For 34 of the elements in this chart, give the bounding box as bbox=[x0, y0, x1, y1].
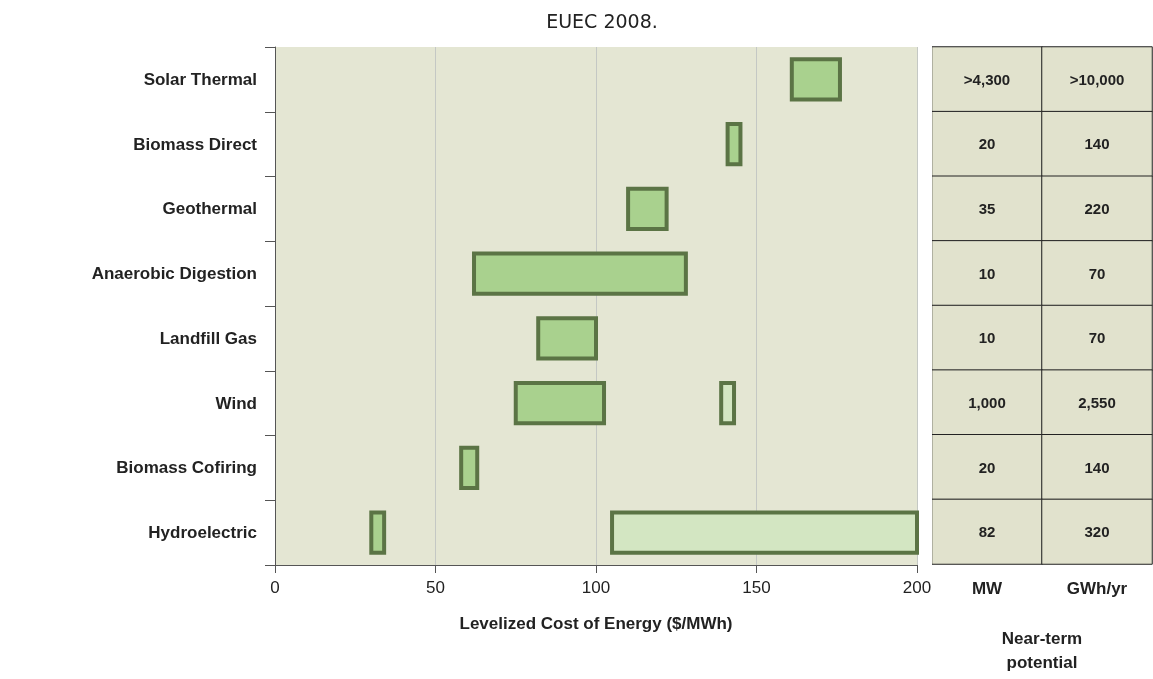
x-axis-title: Levelized Cost of Energy ($/MWh) bbox=[459, 614, 733, 633]
text: 1,000 bbox=[968, 393, 1006, 411]
text: 2,550 bbox=[1078, 393, 1116, 411]
x-tick-label: 0 bbox=[270, 578, 280, 597]
text: 20 bbox=[978, 135, 996, 153]
y-tick-label: Solar Thermal bbox=[143, 69, 257, 89]
text: 20 bbox=[978, 458, 996, 476]
text: 140 bbox=[1084, 458, 1110, 476]
y-tick-label: Wind bbox=[215, 393, 257, 413]
text: 70 bbox=[1088, 264, 1106, 282]
y-tick-label: Biomass Cofiring bbox=[116, 458, 257, 478]
y-tick-label: Biomass Direct bbox=[133, 134, 258, 154]
text: 35 bbox=[978, 200, 996, 218]
category-label: MW bbox=[971, 579, 1004, 598]
x-tick-label: 150 bbox=[742, 578, 771, 597]
y-tick-label: Anaerobic Digestion bbox=[91, 264, 257, 284]
text: 140 bbox=[1084, 135, 1110, 153]
x-tick-label: 100 bbox=[581, 578, 611, 597]
x-tick-label: 50 bbox=[426, 578, 445, 597]
chart-title: EUEC 2008. bbox=[546, 9, 658, 32]
text: 10 bbox=[978, 329, 996, 347]
text: 10 bbox=[978, 264, 996, 282]
y-tick-label: Geothermal bbox=[162, 199, 257, 219]
text: 320 bbox=[1084, 523, 1110, 541]
text: 82 bbox=[978, 523, 996, 541]
text: 70 bbox=[1088, 329, 1106, 347]
text: >4,300 bbox=[963, 70, 1011, 88]
category-label: GWh/yr bbox=[1066, 579, 1128, 598]
text: >10,000 bbox=[1069, 70, 1125, 88]
y-tick-label: Hydroelectric bbox=[148, 523, 257, 543]
text: Near-term potential bbox=[1001, 628, 1083, 672]
y-tick-label: Landfill Gas bbox=[159, 328, 257, 348]
text: 220 bbox=[1084, 200, 1110, 218]
x-tick-label: 200 bbox=[902, 578, 932, 597]
